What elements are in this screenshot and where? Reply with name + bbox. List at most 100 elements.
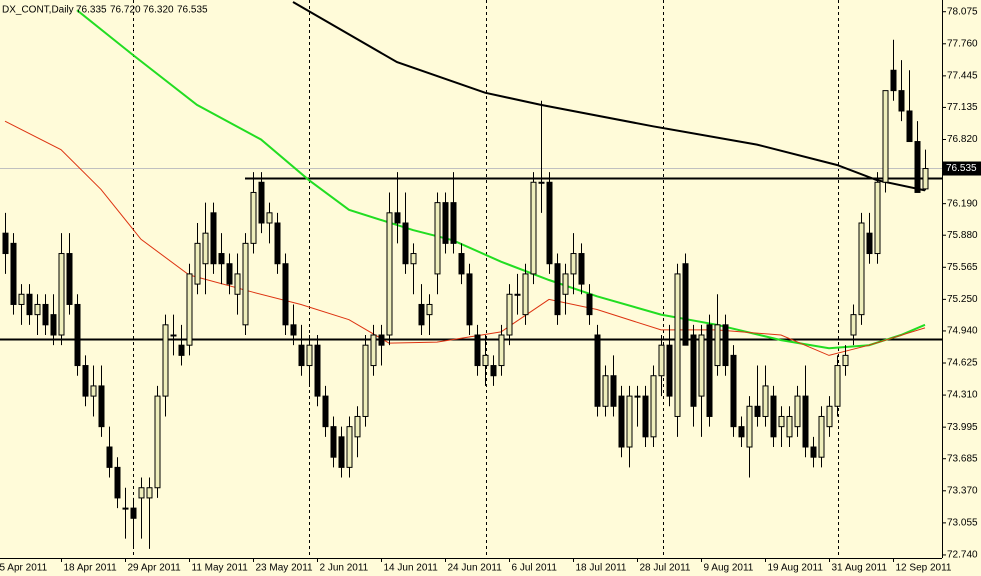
x-tick-label: 24 Jun 2011 [448,563,503,574]
candle-body [618,395,625,448]
candle-body [434,202,441,275]
candle-body [698,334,705,397]
x-tick-label: 6 Jul 2011 [512,563,558,574]
candle-body [738,426,745,438]
candle-body [202,232,209,265]
candle-body [914,141,921,193]
candle-body [530,181,537,275]
candle-body [122,507,129,510]
candle-body [690,334,697,407]
candle-body [258,181,265,224]
candle-body [234,273,241,295]
candle-body [778,415,785,428]
candle-body [74,303,81,367]
candle-body [362,344,369,417]
candle-body [450,202,457,244]
candle-body [2,232,9,255]
chart-title: DX_CONT,Daily [2,5,74,16]
candle-body [338,436,345,468]
x-tick-label: 23 May 2011 [256,563,314,574]
y-tick-label: 73.370 [947,485,978,496]
candle-body [458,253,465,275]
candle-body [170,334,177,337]
candle-body [90,385,97,397]
candle-body [402,222,409,265]
x-tick-label: 29 Apr 2011 [128,563,182,574]
candle-body [922,168,929,190]
candle-body [826,405,833,428]
candle-body [642,395,649,438]
candle-body [610,375,617,407]
candle-body [426,303,433,316]
candle-body [490,365,497,377]
y-tick-label: 74.310 [947,390,978,401]
candle-body [866,232,873,255]
candle-body [266,212,273,224]
x-tick-label: 18 Apr 2011 [64,563,118,574]
candle-body [322,395,329,428]
low-label: 76.320 [143,5,174,16]
candle-body [82,365,89,397]
candle-body [98,385,105,428]
candle-body [50,314,57,336]
candle-body [666,344,673,397]
candle-body [810,446,817,458]
candle-body [106,446,113,468]
candle-body [706,324,713,417]
candle-body [554,263,561,316]
y-tick-label: 73.685 [947,453,978,464]
candle-body [570,253,577,275]
x-tick-label: 31 Aug 2011 [832,563,888,574]
candle-body [594,334,601,407]
x-tick-label: 28 Jul 2011 [640,563,691,574]
candle-body [498,334,505,367]
header: DX_CONT,Daily 76.335 76.720 76.320 76.53… [2,5,208,16]
candle-body [578,253,585,285]
candle-body [786,415,793,438]
candle-body [898,90,905,112]
y-tick-label: 75.565 [947,262,978,273]
x-tick-label: 2 Jun 2011 [320,563,369,574]
y-tick-label: 77.445 [947,71,978,82]
x-tick-label: 5 Apr 2011 [0,563,48,574]
candle-body [418,303,425,326]
candle-body [290,324,297,336]
candle-body [250,191,257,244]
moving-average [292,1,926,192]
candle-body [538,181,545,184]
x-tick-label: 9 Aug 2011 [704,563,754,574]
candle-body [674,273,681,417]
candle-body [162,324,169,397]
candle-body [34,303,41,316]
candle-body [626,395,633,448]
candle-body [138,487,145,499]
candle-body [682,263,689,346]
candle-body [762,385,769,417]
candle-body [146,487,153,499]
candle-body [410,253,417,265]
candle-body [650,375,657,438]
y-tick-label: 75.250 [947,294,978,305]
candle-body [858,222,865,316]
candle-body [714,324,721,367]
candle-body [306,344,313,367]
candle-body [186,273,193,346]
candle-body [130,507,137,519]
candle-body [298,344,305,367]
candle-body [346,426,353,468]
candle-body [770,395,777,438]
candle-body [562,273,569,295]
candle-body [42,303,49,326]
x-tick-label: 18 Jul 2011 [576,563,627,574]
y-tick-label: 76.190 [947,198,978,209]
candle-body [282,263,289,326]
candle-body [802,395,809,448]
candle-body [754,405,761,417]
candle-body [658,344,665,377]
candle-body [882,90,889,183]
price-label: 76.535 [946,163,977,174]
candle-body [58,253,65,336]
moving-average [4,120,926,356]
candle-body [506,293,513,336]
